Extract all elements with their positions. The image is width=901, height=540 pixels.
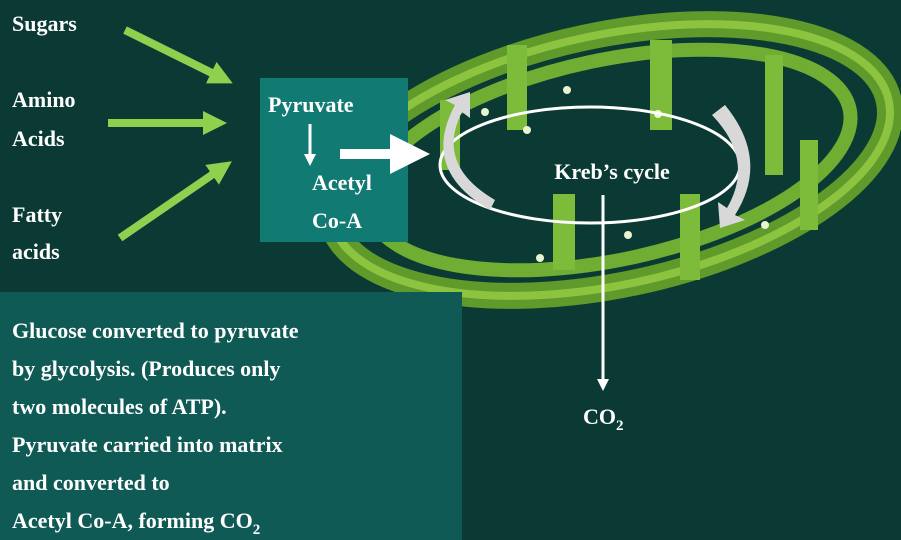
crista bbox=[765, 55, 783, 175]
slide: Sugars Amino Acids Fatty acids Pyruvate … bbox=[0, 0, 901, 540]
notes-line: Glucose converted to pyruvate bbox=[12, 318, 299, 343]
notes-text: by glycolysis. (Produces only bbox=[12, 356, 281, 381]
input-label: Acids bbox=[12, 126, 65, 151]
notes-text: Pyruvate carried into matrix bbox=[12, 432, 283, 457]
product-sub: 2 bbox=[616, 418, 624, 434]
input-label: acids bbox=[12, 239, 60, 264]
page: Sugars Amino Acids Fatty acids Pyruvate … bbox=[0, 0, 901, 540]
notes-text: and converted to bbox=[12, 470, 170, 495]
input-label: Sugars bbox=[12, 11, 77, 36]
cycle-label: Kreb’s cycle bbox=[554, 159, 670, 184]
input-label: Amino bbox=[12, 87, 76, 112]
box-label: Pyruvate bbox=[268, 92, 354, 117]
box-label: Co-A bbox=[312, 208, 362, 233]
crista bbox=[800, 140, 818, 230]
input-label: Fatty bbox=[12, 202, 62, 227]
notes-line: two molecules of ATP). bbox=[12, 394, 227, 419]
box-label: Acetyl bbox=[312, 170, 372, 195]
crista bbox=[680, 190, 700, 280]
product-base: CO bbox=[583, 404, 616, 429]
notes-sub: 2 bbox=[253, 522, 261, 538]
crista bbox=[553, 190, 575, 270]
notes-line: and converted to bbox=[12, 470, 170, 495]
notes-text: two molecules of ATP). bbox=[12, 394, 227, 419]
notes-line: by glycolysis. (Produces only bbox=[12, 356, 281, 381]
notes-text: Acetyl Co-A, forming CO bbox=[12, 508, 253, 533]
notes-text: Glucose converted to pyruvate bbox=[12, 318, 299, 343]
notes-line: Pyruvate carried into matrix bbox=[12, 432, 283, 457]
